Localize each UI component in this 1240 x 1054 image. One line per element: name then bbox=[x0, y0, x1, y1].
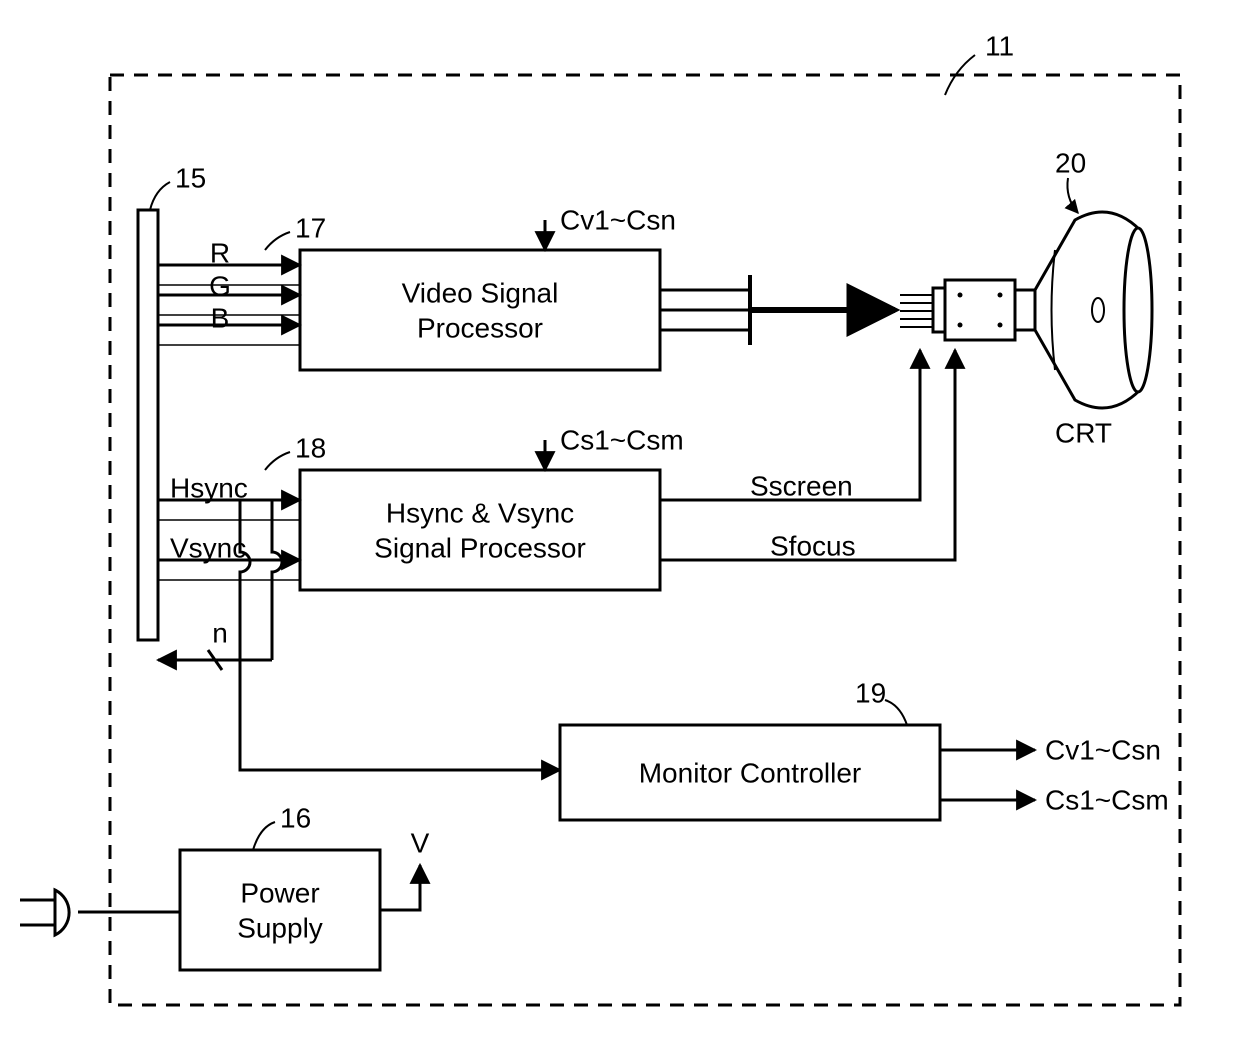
power-supply-block: Power Supply 16 bbox=[180, 802, 380, 970]
n-label: n bbox=[212, 617, 228, 648]
crt-label: CRT bbox=[1055, 417, 1112, 448]
svg-text:Hsync & Vsync: Hsync & Vsync bbox=[386, 497, 574, 528]
b-label: B bbox=[211, 302, 230, 333]
connector-ref: 15 bbox=[175, 162, 206, 193]
svg-text:Supply: Supply bbox=[237, 912, 323, 943]
sync-signal-processor-block: Hsync & Vsync Signal Processor 18 bbox=[265, 432, 660, 590]
monitor-ref: 19 bbox=[855, 677, 886, 708]
v-label: V bbox=[411, 827, 430, 858]
cs-out-label: Cs1~Csm bbox=[1045, 784, 1169, 815]
svg-text:Power: Power bbox=[240, 877, 319, 908]
cv-in-label: Cv1~Csn bbox=[560, 204, 676, 235]
crt-icon bbox=[900, 212, 1152, 408]
video-ref: 17 bbox=[295, 212, 326, 243]
svg-text:Processor: Processor bbox=[417, 312, 543, 343]
crt-ref: 20 bbox=[1055, 147, 1086, 178]
sscreen-label: Sscreen bbox=[750, 470, 853, 501]
monitor-controller-block: Monitor Controller 19 bbox=[560, 677, 940, 820]
sfocus-label: Sfocus bbox=[770, 530, 856, 561]
boundary-ref: 11 bbox=[985, 30, 1014, 61]
ac-plug-icon bbox=[20, 890, 180, 935]
svg-text:Signal Processor: Signal Processor bbox=[374, 532, 586, 563]
vsync-label: Vsync bbox=[170, 532, 246, 563]
svg-text:Monitor Controller: Monitor Controller bbox=[639, 757, 862, 788]
block-diagram: 11 15 Video Signal Processor 17 R G B Cv… bbox=[0, 0, 1240, 1054]
svg-text:Video Signal: Video Signal bbox=[402, 277, 559, 308]
cv-out-label: Cv1~Csn bbox=[1045, 734, 1161, 765]
cs-in-label: Cs1~Csm bbox=[560, 424, 684, 455]
g-label: G bbox=[209, 270, 231, 301]
video-signal-processor-block: Video Signal Processor 17 bbox=[265, 212, 660, 370]
connector-bar bbox=[138, 210, 158, 640]
sync-ref: 18 bbox=[295, 432, 326, 463]
power-ref: 16 bbox=[280, 802, 311, 833]
r-label: R bbox=[210, 237, 230, 268]
hsync-label: Hsync bbox=[170, 472, 248, 503]
